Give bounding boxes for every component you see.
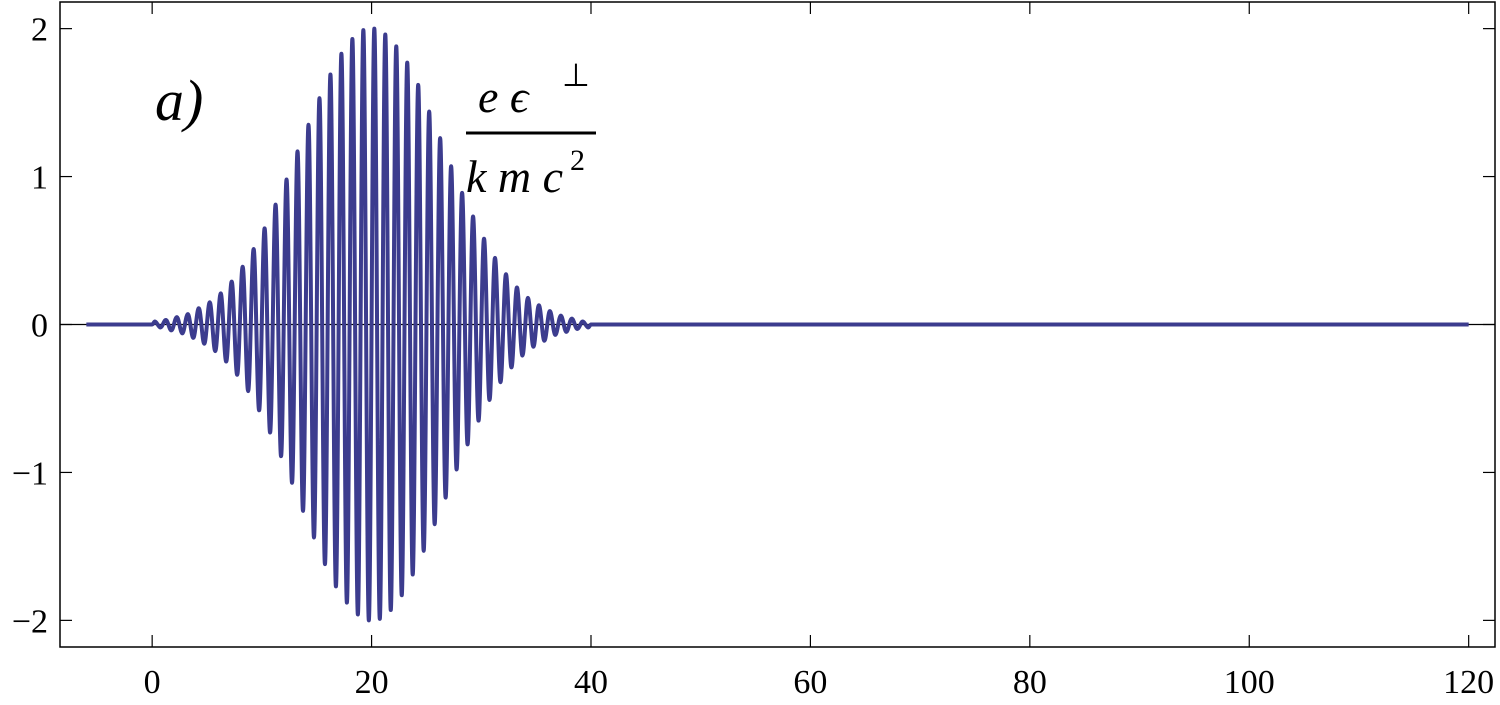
numerator-superscript: ⊥ xyxy=(562,57,590,93)
numerator: e ϵ xyxy=(478,71,531,122)
y-tick-label: −2 xyxy=(12,603,48,640)
y-tick-label: 2 xyxy=(31,12,48,49)
x-tick-label: 120 xyxy=(1443,664,1494,701)
y-tick-label: 1 xyxy=(31,160,48,197)
x-tick-label: 100 xyxy=(1224,664,1275,701)
x-tick-label: 60 xyxy=(793,664,827,701)
data-line xyxy=(86,26,1469,623)
y-tick-label: −1 xyxy=(12,455,48,492)
y-tick-label: 0 xyxy=(31,308,48,345)
x-tick-label: 40 xyxy=(574,664,608,701)
x-tick-label: 20 xyxy=(355,664,389,701)
denominator-superscript: 2 xyxy=(570,144,585,177)
x-tick-label: 0 xyxy=(144,664,161,701)
x-tick-label: 80 xyxy=(1013,664,1047,701)
panel-label: a) xyxy=(155,68,203,133)
denominator: k m c xyxy=(466,151,563,202)
